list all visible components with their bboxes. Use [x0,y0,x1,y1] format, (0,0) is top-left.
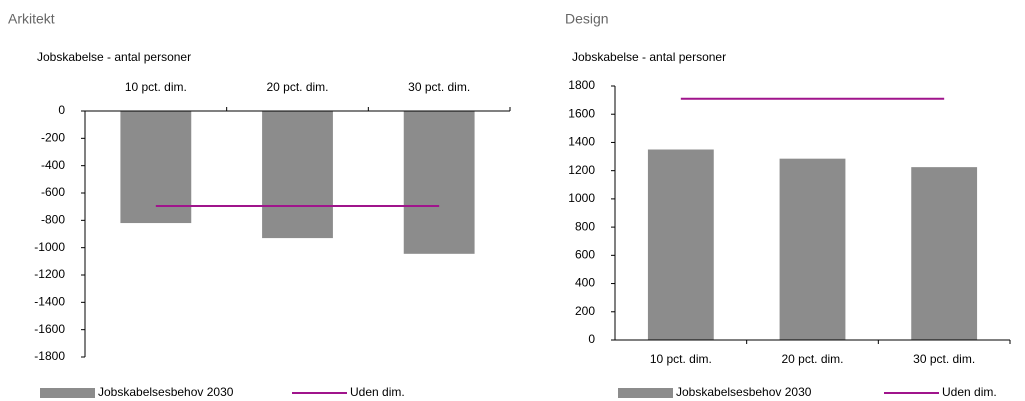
y-tick-label: -1800 [34,349,65,363]
legend-label: Uden dim. [350,385,405,399]
chart-subtitle: Jobskabelse - antal personer [37,50,191,64]
y-tick-label: 1600 [568,106,595,120]
legend-label: Uden dim. [942,385,997,399]
x-tick-label: 20 pct. dim. [781,352,843,366]
y-tick-label: -400 [41,158,65,172]
y-tick-label: -1600 [34,322,65,336]
y-tick-label: -1000 [34,240,65,254]
y-tick-label: -600 [41,185,65,199]
bar [779,158,846,340]
y-tick-label: 0 [588,332,595,346]
legend-label: Jobskabelsesbehov 2030 [98,385,234,399]
bar [647,149,714,340]
y-tick-label: 1400 [568,135,595,149]
bar [120,111,192,224]
bar [403,111,475,254]
x-tick-label: 20 pct. dim. [266,80,328,94]
y-tick-label: -200 [41,131,65,145]
legend-swatch [618,388,673,398]
y-tick-label: 1000 [568,191,595,205]
y-tick-label: -1400 [34,295,65,309]
legend-swatch [40,388,95,398]
x-tick-label: 10 pct. dim. [650,352,712,366]
y-tick-label: 200 [575,304,595,318]
bar [911,167,978,340]
y-tick-label: 0 [58,103,65,117]
bar [262,111,333,239]
chart-subtitle: Jobskabelse - antal personer [572,50,726,64]
x-tick-label: 30 pct. dim. [913,352,975,366]
x-tick-label: 30 pct. dim. [408,80,470,94]
y-tick-label: -800 [41,213,65,227]
y-tick-label: 800 [575,219,595,233]
y-tick-label: 400 [575,276,595,290]
y-tick-label: 600 [575,248,595,262]
y-tick-label: 1800 [568,78,595,92]
x-tick-label: 10 pct. dim. [125,80,187,94]
chart-header: Design [565,11,609,27]
y-tick-label: -1200 [34,267,65,281]
y-tick-label: 1200 [568,163,595,177]
chart-header: Arkitekt [8,11,55,27]
legend-label: Jobskabelsesbehov 2030 [676,385,812,399]
